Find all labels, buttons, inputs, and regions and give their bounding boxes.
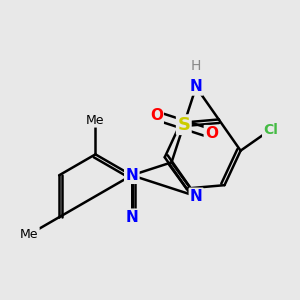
Text: S: S <box>177 116 190 134</box>
Text: O: O <box>150 108 163 123</box>
Text: N: N <box>190 80 202 94</box>
Text: Cl: Cl <box>263 123 278 137</box>
Text: N: N <box>125 168 138 183</box>
Text: Me: Me <box>86 114 105 127</box>
Text: N: N <box>125 168 138 183</box>
Text: N: N <box>125 168 138 183</box>
Text: Me: Me <box>20 228 39 241</box>
Text: O: O <box>205 126 218 141</box>
Text: N: N <box>125 210 138 225</box>
Text: H: H <box>191 59 201 73</box>
Text: N: N <box>190 189 203 204</box>
